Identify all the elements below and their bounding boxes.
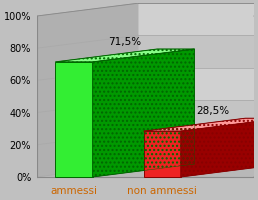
Text: 100%: 100% bbox=[4, 12, 31, 22]
Polygon shape bbox=[139, 68, 258, 100]
Polygon shape bbox=[37, 164, 258, 177]
Text: 0%: 0% bbox=[16, 172, 31, 182]
Polygon shape bbox=[143, 131, 181, 177]
Polygon shape bbox=[93, 50, 195, 177]
Text: non ammessi: non ammessi bbox=[127, 185, 197, 195]
Polygon shape bbox=[55, 50, 195, 63]
Text: 20%: 20% bbox=[10, 140, 31, 150]
Polygon shape bbox=[139, 36, 258, 68]
Text: 60%: 60% bbox=[10, 76, 31, 86]
Polygon shape bbox=[139, 4, 258, 36]
Polygon shape bbox=[181, 119, 258, 177]
Polygon shape bbox=[37, 4, 139, 177]
Polygon shape bbox=[143, 119, 258, 131]
Polygon shape bbox=[139, 4, 258, 164]
Text: 40%: 40% bbox=[10, 108, 31, 118]
Polygon shape bbox=[55, 63, 93, 177]
Text: ammessi: ammessi bbox=[51, 185, 98, 195]
Polygon shape bbox=[139, 132, 258, 164]
Text: 80%: 80% bbox=[10, 44, 31, 54]
Polygon shape bbox=[139, 100, 258, 132]
Text: 28,5%: 28,5% bbox=[197, 105, 230, 115]
Text: 71,5%: 71,5% bbox=[108, 37, 141, 47]
